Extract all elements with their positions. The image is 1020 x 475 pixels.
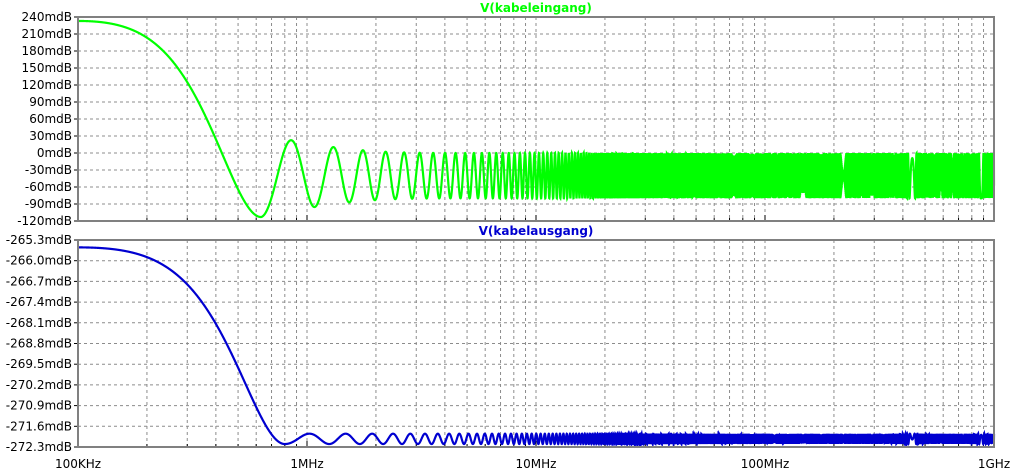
y-tick-label: 90mdB [29, 95, 72, 109]
plot-frame [77, 239, 995, 448]
series-line [78, 19, 996, 219]
panel-kabeleingang: V(kabeleingang) 240mdB 210mdB 180mdB 150mdB 1… [17, 1, 996, 228]
y-tick-label: -120mdB [17, 214, 72, 228]
y-tick-label: -268.1mdB [6, 316, 72, 330]
y-tick-label: 30mdB [29, 129, 72, 143]
plot-frame [77, 16, 995, 222]
y-tick-label: -30mdB [25, 163, 72, 177]
y-tick-label: 0mdB [37, 146, 72, 160]
y-tick-label: 180mdB [22, 44, 72, 58]
y-tick-label: 210mdB [22, 27, 72, 41]
chart-title: V(kabelausgang) [479, 224, 594, 238]
y-tick-label: 120mdB [22, 78, 72, 92]
y-tick-label: -270.9mdB [6, 399, 72, 413]
chart-title: V(kabeleingang) [480, 1, 592, 15]
x-tick-label: 100KHz [55, 457, 101, 471]
y-tick-label: 60mdB [29, 112, 72, 126]
y-tick-label: -266.0mdB [6, 254, 72, 268]
y-tick-label: -269.5mdB [6, 357, 72, 371]
y-tick-label: -90mdB [25, 197, 72, 211]
y-tick-label: -270.2mdB [6, 378, 72, 392]
y-tick-label: -271.6mdB [6, 419, 72, 433]
y-tick-label: -268.8mdB [6, 337, 72, 351]
y-tick-label: -60mdB [25, 180, 72, 194]
panel-kabelausgang: V(kabelausgang) -265.3mdB -266.0mdB -266.7m… [6, 224, 996, 454]
y-tick-label: -265.3mdB [6, 233, 72, 247]
y-tick-label: 150mdB [22, 61, 72, 75]
y-tick-label: -272.3mdB [6, 440, 72, 454]
series-line [78, 246, 996, 449]
x-tick-label: 10MHz [516, 457, 557, 471]
x-tick-label: 1GHz [978, 457, 1010, 471]
x-tick-label: 1MHz [290, 457, 323, 471]
y-tick-label: -267.4mdB [6, 295, 72, 309]
x-tick-label: 100MHz [741, 457, 790, 471]
y-tick-label: 240mdB [22, 10, 72, 24]
y-tick-label: -266.7mdB [6, 274, 72, 288]
x-axis: 100KHz 1MHz 10MHz 100MHz 1GHz [55, 457, 1010, 471]
